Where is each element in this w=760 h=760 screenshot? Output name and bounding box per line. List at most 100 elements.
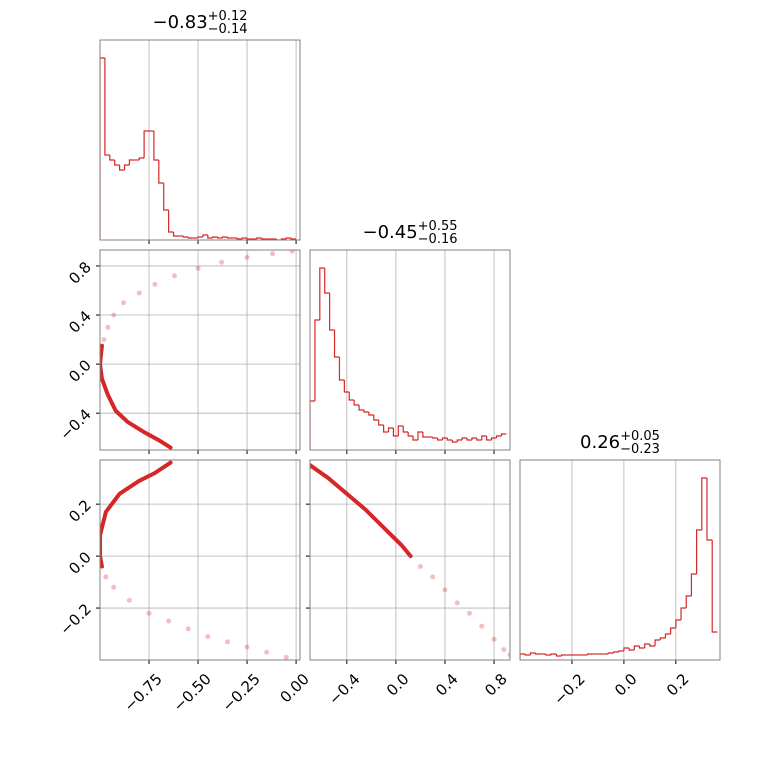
histogram-step: [373, 415, 379, 421]
sample-point: [146, 610, 152, 616]
title-upper: +0.55: [418, 219, 458, 234]
histogram-step: [446, 438, 453, 441]
sample-point: [205, 634, 211, 640]
histogram-step: [711, 540, 718, 633]
panel-frame: [99, 459, 301, 661]
histogram-step: [207, 235, 213, 239]
histogram-step: [495, 435, 502, 438]
histogram-step: [343, 380, 350, 393]
histogram-step: [696, 529, 702, 574]
sample-point: [121, 300, 127, 306]
x-tick-label: −0.2: [550, 670, 588, 708]
x-tick-label: 0.2: [663, 670, 693, 700]
sample-point: [152, 281, 158, 287]
panel-title: 0.26+0.05 −0.23: [580, 429, 660, 457]
histogram-step: [128, 159, 135, 165]
sample-point: [283, 654, 289, 660]
histogram-step: [623, 647, 630, 651]
histogram-step: [545, 654, 552, 656]
histogram-step: [100, 57, 105, 240]
y-tick-label: −0.2: [56, 600, 94, 638]
histogram-step: [392, 428, 399, 437]
plot-area: [100, 460, 289, 660]
histogram-step: [628, 648, 635, 651]
histogram-step: [670, 627, 676, 634]
histogram-step: [310, 400, 315, 450]
histogram-step: [123, 164, 130, 170]
plot-area: [520, 477, 718, 660]
histogram-step: [659, 637, 666, 640]
sample-point: [442, 587, 448, 593]
histogram-step: [114, 160, 120, 166]
histogram-step: [368, 412, 374, 416]
histogram-step: [358, 405, 364, 411]
sample-point: [185, 626, 191, 632]
histogram-step: [441, 437, 448, 440]
histogram-step: [202, 234, 208, 237]
histogram-step: [333, 330, 340, 358]
histogram-step: [197, 236, 203, 238]
panel: −0.45+0.55 −0.16: [309, 219, 511, 454]
histogram-step: [680, 607, 687, 620]
sample-point: [111, 584, 117, 590]
x-tick-label: −0.75: [121, 670, 166, 715]
plot-area: [310, 267, 507, 450]
histogram-step: [275, 239, 282, 240]
histogram-step: [353, 400, 360, 406]
sample-point: [244, 644, 250, 650]
histogram-step: [338, 357, 345, 381]
histogram-step: [649, 644, 656, 647]
histogram-step: [471, 437, 477, 440]
sample-point: [111, 312, 117, 318]
x-tick-label: −0.25: [219, 670, 264, 715]
histogram-step: [685, 595, 692, 608]
histogram-step: [644, 643, 650, 648]
panel-frame: [519, 459, 721, 661]
sample-point: [126, 597, 132, 603]
histogram-step: [383, 425, 389, 433]
panel-frame: [309, 249, 511, 451]
histogram-step: [119, 165, 125, 171]
histogram-step: [466, 438, 472, 441]
histogram-step: [437, 438, 443, 441]
plot-area: [310, 463, 510, 658]
sample-point: [166, 618, 172, 624]
panel-frame: [309, 459, 511, 661]
histogram-step: [451, 440, 458, 443]
histogram-step: [461, 437, 468, 440]
histogram-step: [172, 232, 179, 237]
histogram-step: [612, 651, 619, 653]
histogram-step: [706, 478, 713, 541]
histogram-step: [638, 646, 645, 649]
title-value: −0.45: [362, 222, 417, 243]
title-upper: +0.12: [208, 9, 248, 24]
histogram-step: [168, 210, 174, 233]
x-tick-label: 0.0: [383, 670, 413, 700]
x-tick-label: 0.4: [432, 670, 462, 700]
y-tick-label: 0.2: [65, 496, 95, 526]
histogram-step: [324, 268, 330, 294]
histogram-step: [422, 432, 428, 438]
histogram-step: [586, 653, 593, 655]
histogram-step: [143, 130, 150, 158]
sample-point: [136, 290, 142, 296]
histogram-step: [261, 238, 267, 240]
histogram-step: [402, 426, 409, 433]
panel: −0.4 0.0 0.4 0.8: [56, 249, 301, 454]
histogram-step: [109, 155, 115, 161]
sample-point: [172, 273, 178, 279]
histogram-step: [664, 633, 671, 638]
histogram-step: [432, 437, 438, 439]
y-tick-label: −0.4: [56, 405, 94, 443]
y-tick-label: 0.0: [65, 548, 95, 578]
contour: [100, 460, 173, 569]
title-lower: −0.14: [208, 22, 248, 37]
histogram-step: [524, 654, 531, 656]
histogram-step: [319, 267, 325, 320]
sample-point: [270, 251, 276, 257]
sample-point: [264, 649, 270, 655]
histogram-step: [163, 183, 169, 211]
contour: [310, 463, 413, 559]
panel-frame: [99, 39, 301, 241]
histogram-step: [529, 652, 536, 655]
